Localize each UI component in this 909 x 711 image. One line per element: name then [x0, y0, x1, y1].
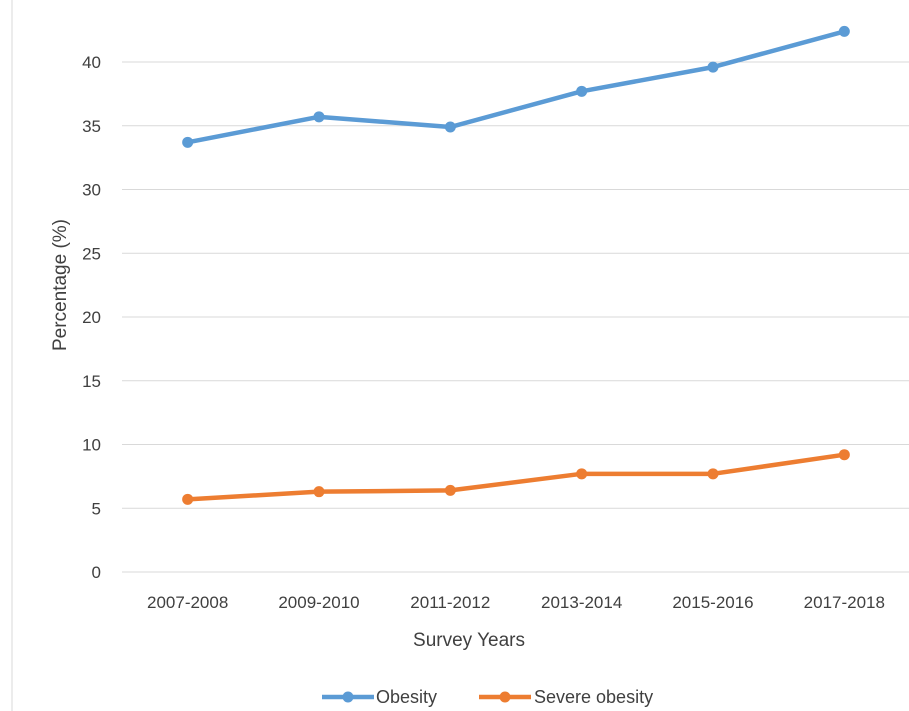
data-point: [576, 468, 588, 480]
data-point: [707, 468, 719, 480]
x-tick-label: 2013-2014: [541, 593, 622, 612]
x-axis-ticks: 2007-2008 2009-2010 2011-2012 2013-2014 2015…: [147, 593, 885, 612]
x-tick-label: 2015-2016: [672, 593, 753, 612]
legend-label: Severe obesity: [534, 687, 653, 707]
y-tick-label: 15: [82, 372, 101, 391]
legend-swatch-marker: [342, 691, 354, 703]
x-axis-title: Survey Years: [413, 630, 525, 651]
data-point: [838, 25, 850, 37]
legend-label: Obesity: [376, 687, 437, 707]
data-point: [444, 484, 456, 496]
data-point: [444, 121, 456, 133]
legend-swatch-marker: [499, 691, 511, 703]
gridlines: [122, 61, 909, 573]
y-tick-label: 35: [82, 117, 101, 136]
x-tick-label: 2017-2018: [804, 593, 885, 612]
y-axis-ticks: 0 5 10 15 20 25 30 35 40: [82, 53, 101, 582]
data-point: [707, 61, 719, 73]
data-point: [182, 136, 194, 148]
y-tick-label: 5: [92, 499, 101, 518]
x-tick-label: 2007-2008: [147, 593, 228, 612]
data-point: [313, 486, 325, 498]
y-axis-title: Percentage (%): [50, 219, 71, 351]
data-point: [576, 85, 588, 97]
x-tick-label: 2009-2010: [278, 593, 359, 612]
y-tick-label: 25: [82, 244, 101, 263]
y-tick-label: 40: [82, 53, 101, 72]
y-tick-label: 0: [92, 563, 101, 582]
x-tick-label: 2011-2012: [410, 593, 490, 612]
legend: Obesity Severe obesity: [322, 687, 653, 707]
series-line-0: [185, 29, 847, 145]
data-point: [313, 111, 325, 123]
y-tick-label: 10: [82, 436, 101, 455]
y-tick-label: 30: [82, 181, 101, 200]
series-lines: [182, 25, 850, 505]
data-point: [182, 493, 194, 505]
series-line-1: [185, 452, 847, 502]
y-tick-label: 20: [82, 308, 101, 327]
data-point: [838, 449, 850, 461]
